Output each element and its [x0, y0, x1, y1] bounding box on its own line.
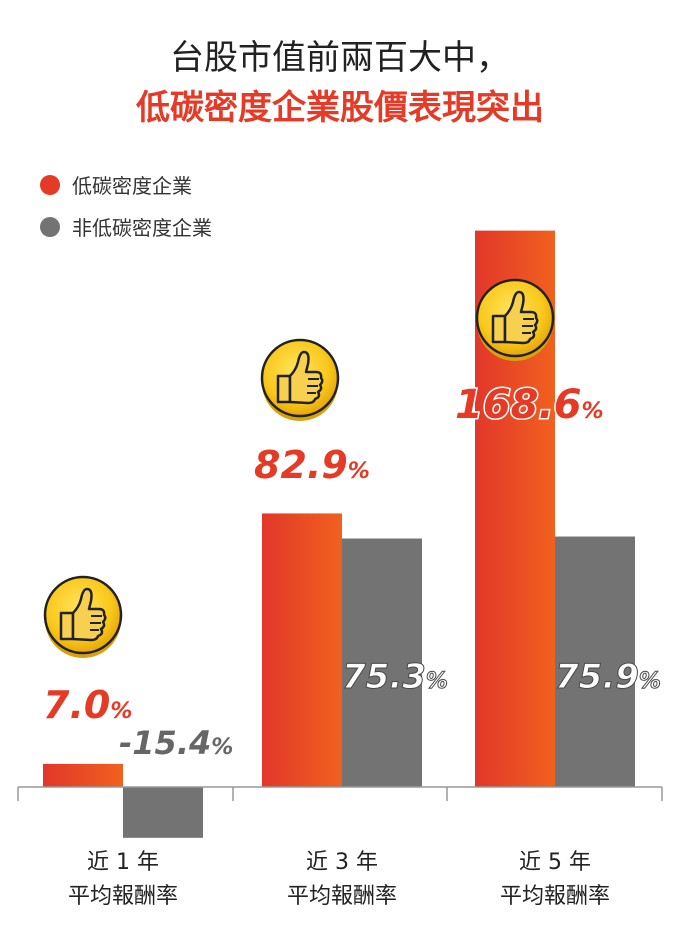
data-label-non-low-carbon-1: -15.4%: [119, 724, 233, 762]
bar-non-low-carbon-1: [123, 787, 203, 838]
x-tick-label-1-line2: 平均報酬率: [68, 884, 178, 909]
data-label-non-low-carbon-2: 75.3%: [342, 657, 448, 697]
x-tick-label-2-line1: 近 3 年: [306, 850, 378, 875]
bar-non-low-carbon-2: [342, 538, 422, 787]
legend-dot-low-carbon: [40, 174, 60, 195]
chart-title-line1: 台股市值前兩百大中，: [170, 38, 510, 78]
bar-low-carbon-2: [262, 513, 342, 787]
chart-title-line2: 低碳密度企業股價表現突出: [136, 88, 544, 128]
x-tick-label-2-line2: 平均報酬率: [287, 884, 397, 909]
legend-label-low-carbon: 低碳密度企業: [72, 174, 192, 198]
x-tick-label-3-line2: 平均報酬率: [500, 884, 610, 909]
legend-item-low-carbon: 低碳密度企業: [40, 170, 192, 199]
legend-dot-non-low-carbon: [40, 216, 60, 237]
thumbs-up-icon: [475, 278, 555, 363]
thumbs-up-icon: [260, 338, 340, 423]
legend-label-non-low-carbon: 非低碳密度企業: [72, 216, 212, 240]
data-label-non-low-carbon-3: 75.9%: [555, 657, 661, 697]
bar-low-carbon-1: [43, 763, 123, 787]
data-label-low-carbon-1: 7.0%: [43, 683, 132, 727]
x-tick-label-3-line1: 近 5 年: [519, 850, 591, 875]
data-label-low-carbon-3: 168.6%: [455, 382, 604, 428]
thumbs-up-icon: [43, 575, 123, 660]
x-tick-label-1-line1: 近 1 年: [87, 850, 159, 875]
legend-item-non-low-carbon: 非低碳密度企業: [40, 212, 212, 241]
bar-non-low-carbon-3: [555, 536, 635, 787]
data-label-low-carbon-2: 82.9%: [254, 443, 370, 487]
